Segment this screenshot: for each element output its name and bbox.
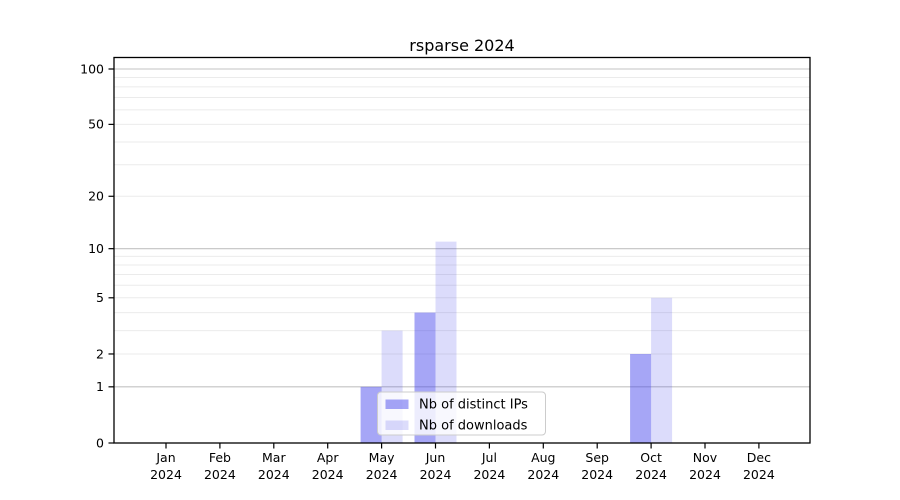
legend-swatch-nb-of-distinct-ips xyxy=(385,399,409,409)
xtick-label-month-feb: Feb xyxy=(209,450,231,465)
legend-box xyxy=(377,391,546,436)
xtick-label-year-may: 2024 xyxy=(366,467,398,482)
legend-label-nb-of-downloads: Nb of downloads xyxy=(419,419,528,434)
xtick-label-year-oct: 2024 xyxy=(635,467,667,482)
bar-nb-of-distinct-ips-may xyxy=(360,386,382,443)
xtick-label-year-jan: 2024 xyxy=(150,467,182,482)
xtick-label-year-aug: 2024 xyxy=(527,467,559,482)
axes-layer: 0 1 2 5 10 20 50 100 Jan 2024 Feb 2024 Mar 2024 Apr 202… xyxy=(80,56,811,482)
ytick-label-2: 2 xyxy=(96,346,104,361)
xtick-label-month-jun: Jun xyxy=(425,450,446,465)
xtick-label-year-sep: 2024 xyxy=(581,467,613,482)
bar-nb-of-distinct-ips-oct xyxy=(630,353,652,443)
minor-gridlines xyxy=(114,76,810,355)
ytick-label-0: 0 xyxy=(96,435,104,450)
major-gridlines xyxy=(114,68,810,388)
legend-label-nb-of-distinct-ips: Nb of distinct IPs xyxy=(419,398,528,413)
xtick-label-month-jan: Jan xyxy=(155,450,175,465)
xtick-label-year-dec: 2024 xyxy=(743,467,775,482)
legend-swatch-nb-of-downloads xyxy=(385,420,409,430)
xtick-label-month-may: May xyxy=(369,450,395,465)
xtick-label-year-feb: 2024 xyxy=(204,467,236,482)
legend: Nb of distinct IPs Nb of downloads xyxy=(377,391,546,436)
xtick-label-month-sep: Sep xyxy=(585,450,609,465)
ytick-label-1: 1 xyxy=(96,379,104,394)
xtick-label-year-apr: 2024 xyxy=(312,467,344,482)
ytick-label-20: 20 xyxy=(88,189,104,204)
ytick-label-5: 5 xyxy=(96,290,104,305)
ytick-label-50: 50 xyxy=(88,117,104,132)
xtick-label-month-aug: Aug xyxy=(531,450,555,465)
xtick-label-month-apr: Apr xyxy=(317,450,339,465)
xtick-label-year-jul: 2024 xyxy=(473,467,505,482)
xtick-label-year-nov: 2024 xyxy=(689,467,721,482)
ytick-label-100: 100 xyxy=(80,61,104,76)
plot-border xyxy=(113,56,811,444)
ytick-label-10: 10 xyxy=(88,241,104,256)
xtick-label-year-mar: 2024 xyxy=(258,467,290,482)
xtick-label-month-nov: Nov xyxy=(693,450,718,465)
chart-title: rsparse 2024 xyxy=(409,36,514,55)
xtick-label-month-dec: Dec xyxy=(747,450,771,465)
xtick-label-month-jul: Jul xyxy=(481,450,497,465)
xtick-label-year-jun: 2024 xyxy=(420,467,452,482)
xtick-label-month-oct: Oct xyxy=(640,450,662,465)
bar-nb-of-downloads-oct xyxy=(651,297,673,443)
xtick-label-month-mar: Mar xyxy=(262,450,286,465)
